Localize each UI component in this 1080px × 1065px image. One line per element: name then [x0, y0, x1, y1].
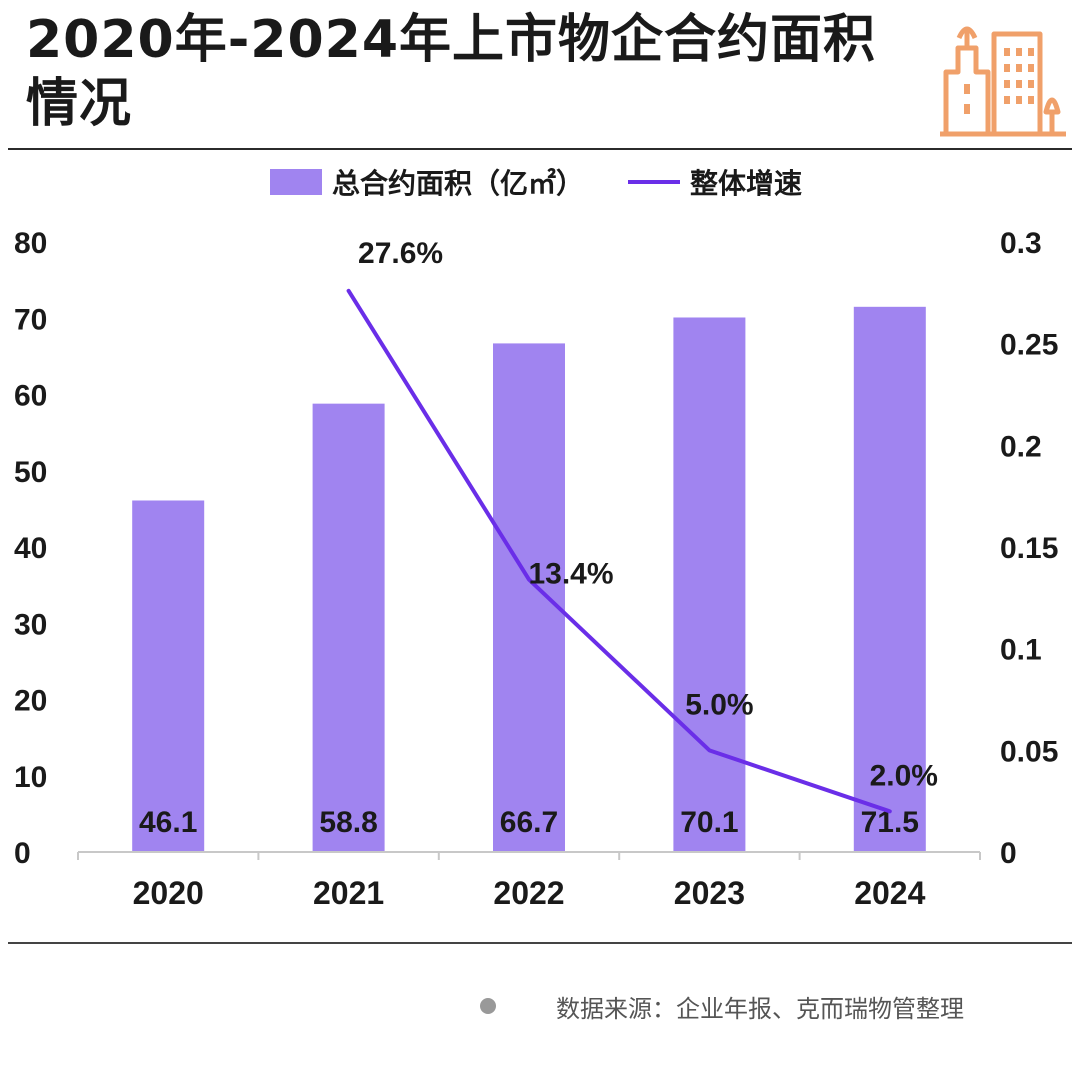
y-left-tick-label: 50	[14, 456, 47, 489]
legend-label-line: 整体增速	[690, 167, 803, 200]
y-left-tick-label: 40	[14, 532, 47, 565]
title-divider	[8, 148, 1072, 150]
x-tick-label: 2020	[133, 875, 204, 911]
chart-title: 2020年-2024年上市物企合约面积情况	[26, 10, 877, 134]
y-left-tick-label: 0	[14, 837, 31, 870]
growth-value-label: 27.6%	[358, 237, 443, 270]
growth-value-label: 5.0%	[685, 688, 753, 721]
legend-swatch-bar	[270, 169, 322, 195]
footer-divider	[8, 942, 1072, 944]
source-text: 数据来源：企业年报、克而瑞物管整理	[556, 994, 964, 1023]
x-tick-label: 2024	[854, 875, 925, 911]
y-right-tick-label: 0.15	[1000, 532, 1058, 565]
y-left-tick-label: 80	[14, 227, 47, 260]
growth-point	[888, 810, 891, 813]
growth-value-label: 2.0%	[870, 759, 938, 792]
legend: 总合约面积（亿㎡） 整体增速	[0, 162, 1080, 202]
y-left-tick-label: 60	[14, 380, 47, 413]
y-right-tick-label: 0.05	[1000, 735, 1058, 768]
x-tick-label: 2023	[674, 875, 745, 911]
growth-point	[347, 289, 350, 292]
combo-chart: 0 10 20 30 40 50 60 70 80 0 0.05 0.1 0.15 0.2 0.25 0.3 4…	[14, 227, 1058, 911]
bar	[493, 343, 565, 852]
x-tick-label: 2022	[493, 875, 564, 911]
growth-point	[528, 578, 530, 581]
bar-value-label: 58.8	[319, 806, 377, 839]
y-left-tick-label: 20	[14, 685, 47, 718]
legend-item-bar[interactable]: 总合约面积（亿㎡）	[270, 162, 584, 202]
y-right-tick-label: 0.3	[1000, 227, 1042, 260]
y-right-tick-label: 0	[1000, 837, 1017, 870]
y-left-tick-label: 10	[14, 761, 47, 794]
bar	[312, 403, 385, 852]
bar-value-label: 66.7	[500, 806, 558, 839]
bar	[853, 306, 926, 852]
bar-value-label: 70.1	[680, 806, 738, 839]
legend-label-bar: 总合约面积（亿㎡）	[332, 167, 585, 200]
source-note: 数据来源：企业年报、克而瑞物管整理	[480, 986, 1070, 1026]
growth-point	[708, 749, 711, 752]
legend-swatch-line	[628, 180, 680, 184]
y-right-tick-label: 0.1	[1000, 634, 1042, 667]
bar	[673, 317, 746, 852]
bullet-dot-icon	[480, 998, 496, 1014]
legend-item-line[interactable]: 整体增速	[628, 162, 802, 202]
x-tick-label: 2021	[313, 875, 384, 911]
y-left-tick-label: 70	[14, 303, 47, 336]
y-right-tick-label: 0.25	[1000, 329, 1058, 362]
y-left-tick-label: 30	[14, 608, 47, 641]
y-right-tick-label: 0.2	[1000, 430, 1042, 463]
building-icon	[940, 26, 1066, 137]
bar	[132, 500, 205, 852]
growth-line	[346, 288, 892, 814]
bar-value-label: 46.1	[139, 806, 197, 839]
growth-value-label: 13.4%	[528, 558, 613, 591]
